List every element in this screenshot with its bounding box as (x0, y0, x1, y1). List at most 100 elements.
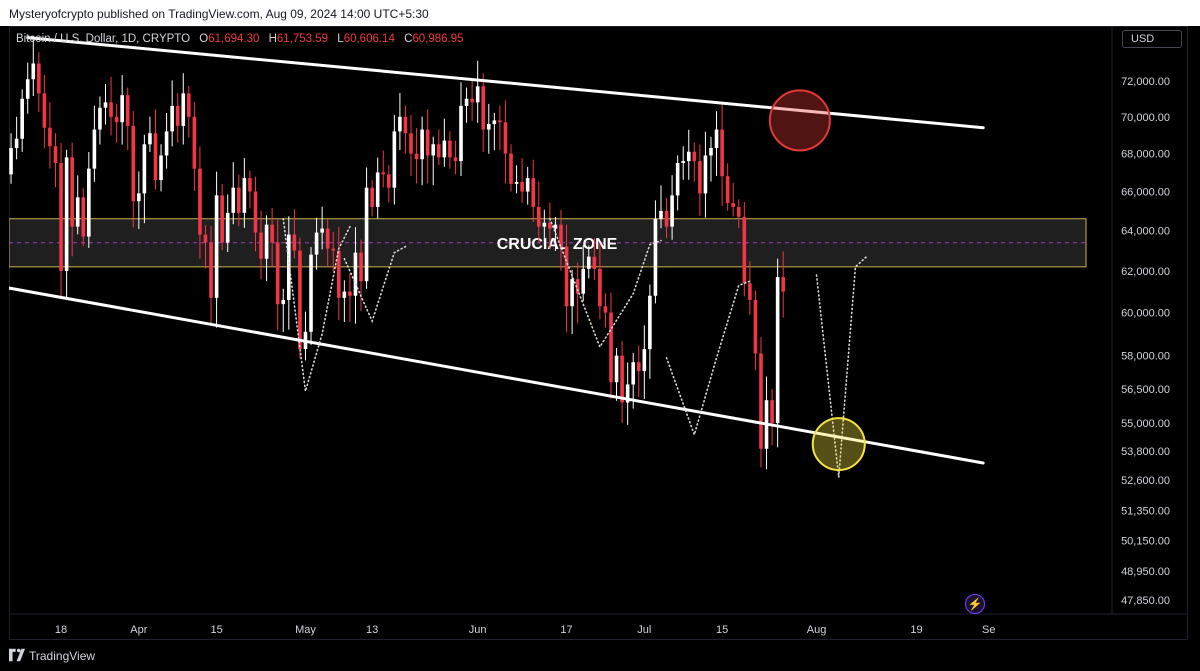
time-tick-label: Apr (130, 624, 147, 636)
high-value: 61,753.59 (276, 33, 329, 45)
candle-body (81, 197, 86, 237)
time-tick-label: Aug (807, 624, 827, 636)
candle-body (481, 86, 486, 130)
price-tick-label: 53,800.00 (1121, 446, 1170, 458)
candle-body (198, 168, 202, 235)
candle-body (253, 191, 258, 233)
candle-body (231, 187, 236, 213)
time-tick-label: 13 (366, 624, 378, 636)
candle-body (75, 197, 80, 227)
pattern-sketch-3 (549, 217, 662, 349)
price-tick-label: 50,150.00 (1121, 535, 1170, 547)
candle-body (398, 116, 402, 132)
symbol-legend: Bitcoin / U.S. Dollar, 1D, CRYPTO O61,69… (16, 33, 464, 45)
candle-body (436, 144, 441, 158)
candle-body (203, 234, 208, 243)
candle-body (209, 242, 213, 298)
candle-body (348, 291, 352, 296)
candle-body (264, 224, 269, 259)
candle-body (125, 95, 130, 126)
resistance-highlight-circle (768, 89, 831, 152)
candle-body (325, 228, 330, 249)
candle-body (570, 279, 574, 307)
candle-body (592, 256, 597, 269)
candle-body (492, 120, 497, 125)
candle-body (175, 105, 180, 126)
candle-body (375, 172, 380, 208)
candle-body (70, 157, 74, 227)
candle-body (242, 178, 247, 213)
candle-body (503, 122, 508, 154)
price-tick-label: 55,000.00 (1121, 418, 1170, 430)
candle-body (770, 400, 774, 424)
support-highlight-circle (811, 417, 866, 472)
candle-body (731, 203, 736, 208)
candle-body (298, 250, 302, 350)
low-label: L (337, 33, 344, 45)
candle-body (292, 234, 297, 251)
candle-body (87, 168, 91, 237)
price-tick-label: 66,000.00 (1121, 187, 1170, 199)
candle-body (181, 93, 186, 126)
upper-trendline (26, 36, 985, 130)
candle-body (692, 151, 697, 162)
candle-body (192, 116, 197, 169)
candles (9, 39, 785, 470)
time-tick-label: 15 (716, 624, 728, 636)
candle-body (225, 212, 230, 243)
publish-bar: Mysteryofcrypto published on TradingView… (0, 0, 1200, 26)
candle-body (598, 268, 602, 307)
candle-body (553, 224, 558, 229)
candle-body (614, 355, 619, 383)
candle-body (187, 93, 191, 117)
price-tick-label: 52,600.00 (1121, 475, 1170, 487)
candle-body (359, 252, 363, 282)
close-value: 60,986.95 (412, 33, 464, 45)
candle-body (114, 116, 119, 123)
price-chart[interactable]: CRUCIAL ZONE 72,000.00 70,000.00 68,000.00 6… (9, 26, 1188, 640)
candle-body (759, 353, 763, 449)
candle-body (659, 210, 663, 219)
lightning-bolt-icon[interactable]: ⚡ (965, 594, 985, 614)
candle-body (670, 195, 674, 227)
price-tick-label: 60,000.00 (1121, 308, 1170, 320)
time-tick-label: Jul (637, 624, 651, 636)
candle-body (342, 291, 347, 298)
candle-body (636, 362, 641, 372)
candle-body (259, 232, 263, 259)
candle-body (59, 162, 63, 271)
candle-body (220, 195, 224, 243)
candle-body (214, 195, 219, 298)
candle-body (525, 178, 530, 192)
candle-body (320, 228, 324, 233)
candle-body (353, 252, 358, 296)
symbol-name: Bitcoin / U.S. Dollar, 1D, CRYPTO (16, 33, 191, 45)
candle-body (420, 129, 424, 160)
footer-bar (0, 641, 1200, 671)
candle-body (92, 129, 97, 169)
candle-body (681, 161, 686, 163)
candle-body (153, 133, 158, 181)
candle-body (642, 349, 647, 372)
close-label: C (404, 33, 413, 45)
candle-body (586, 256, 591, 269)
candle-body (648, 295, 652, 350)
crucial-zone-label: CRUCIAL ZONE (497, 236, 618, 253)
candle-body (331, 248, 336, 251)
candle-body (520, 181, 524, 192)
candle-body (609, 312, 613, 383)
currency-selector[interactable]: USD (1122, 30, 1182, 48)
chart-pane[interactable] (9, 26, 1188, 640)
time-tick-label: Jun (469, 624, 487, 636)
price-tick-label: 72,000.00 (1121, 76, 1170, 88)
candle-body (98, 107, 102, 130)
candle-body (475, 86, 480, 103)
candle-body (714, 129, 719, 149)
candle-body (459, 105, 463, 162)
candle-body (542, 222, 547, 227)
candle-body (653, 218, 658, 296)
candle-body (498, 120, 502, 123)
candle-body (748, 283, 752, 300)
time-tick-label: 15 (210, 624, 222, 636)
time-tick-label: Se (982, 624, 995, 636)
